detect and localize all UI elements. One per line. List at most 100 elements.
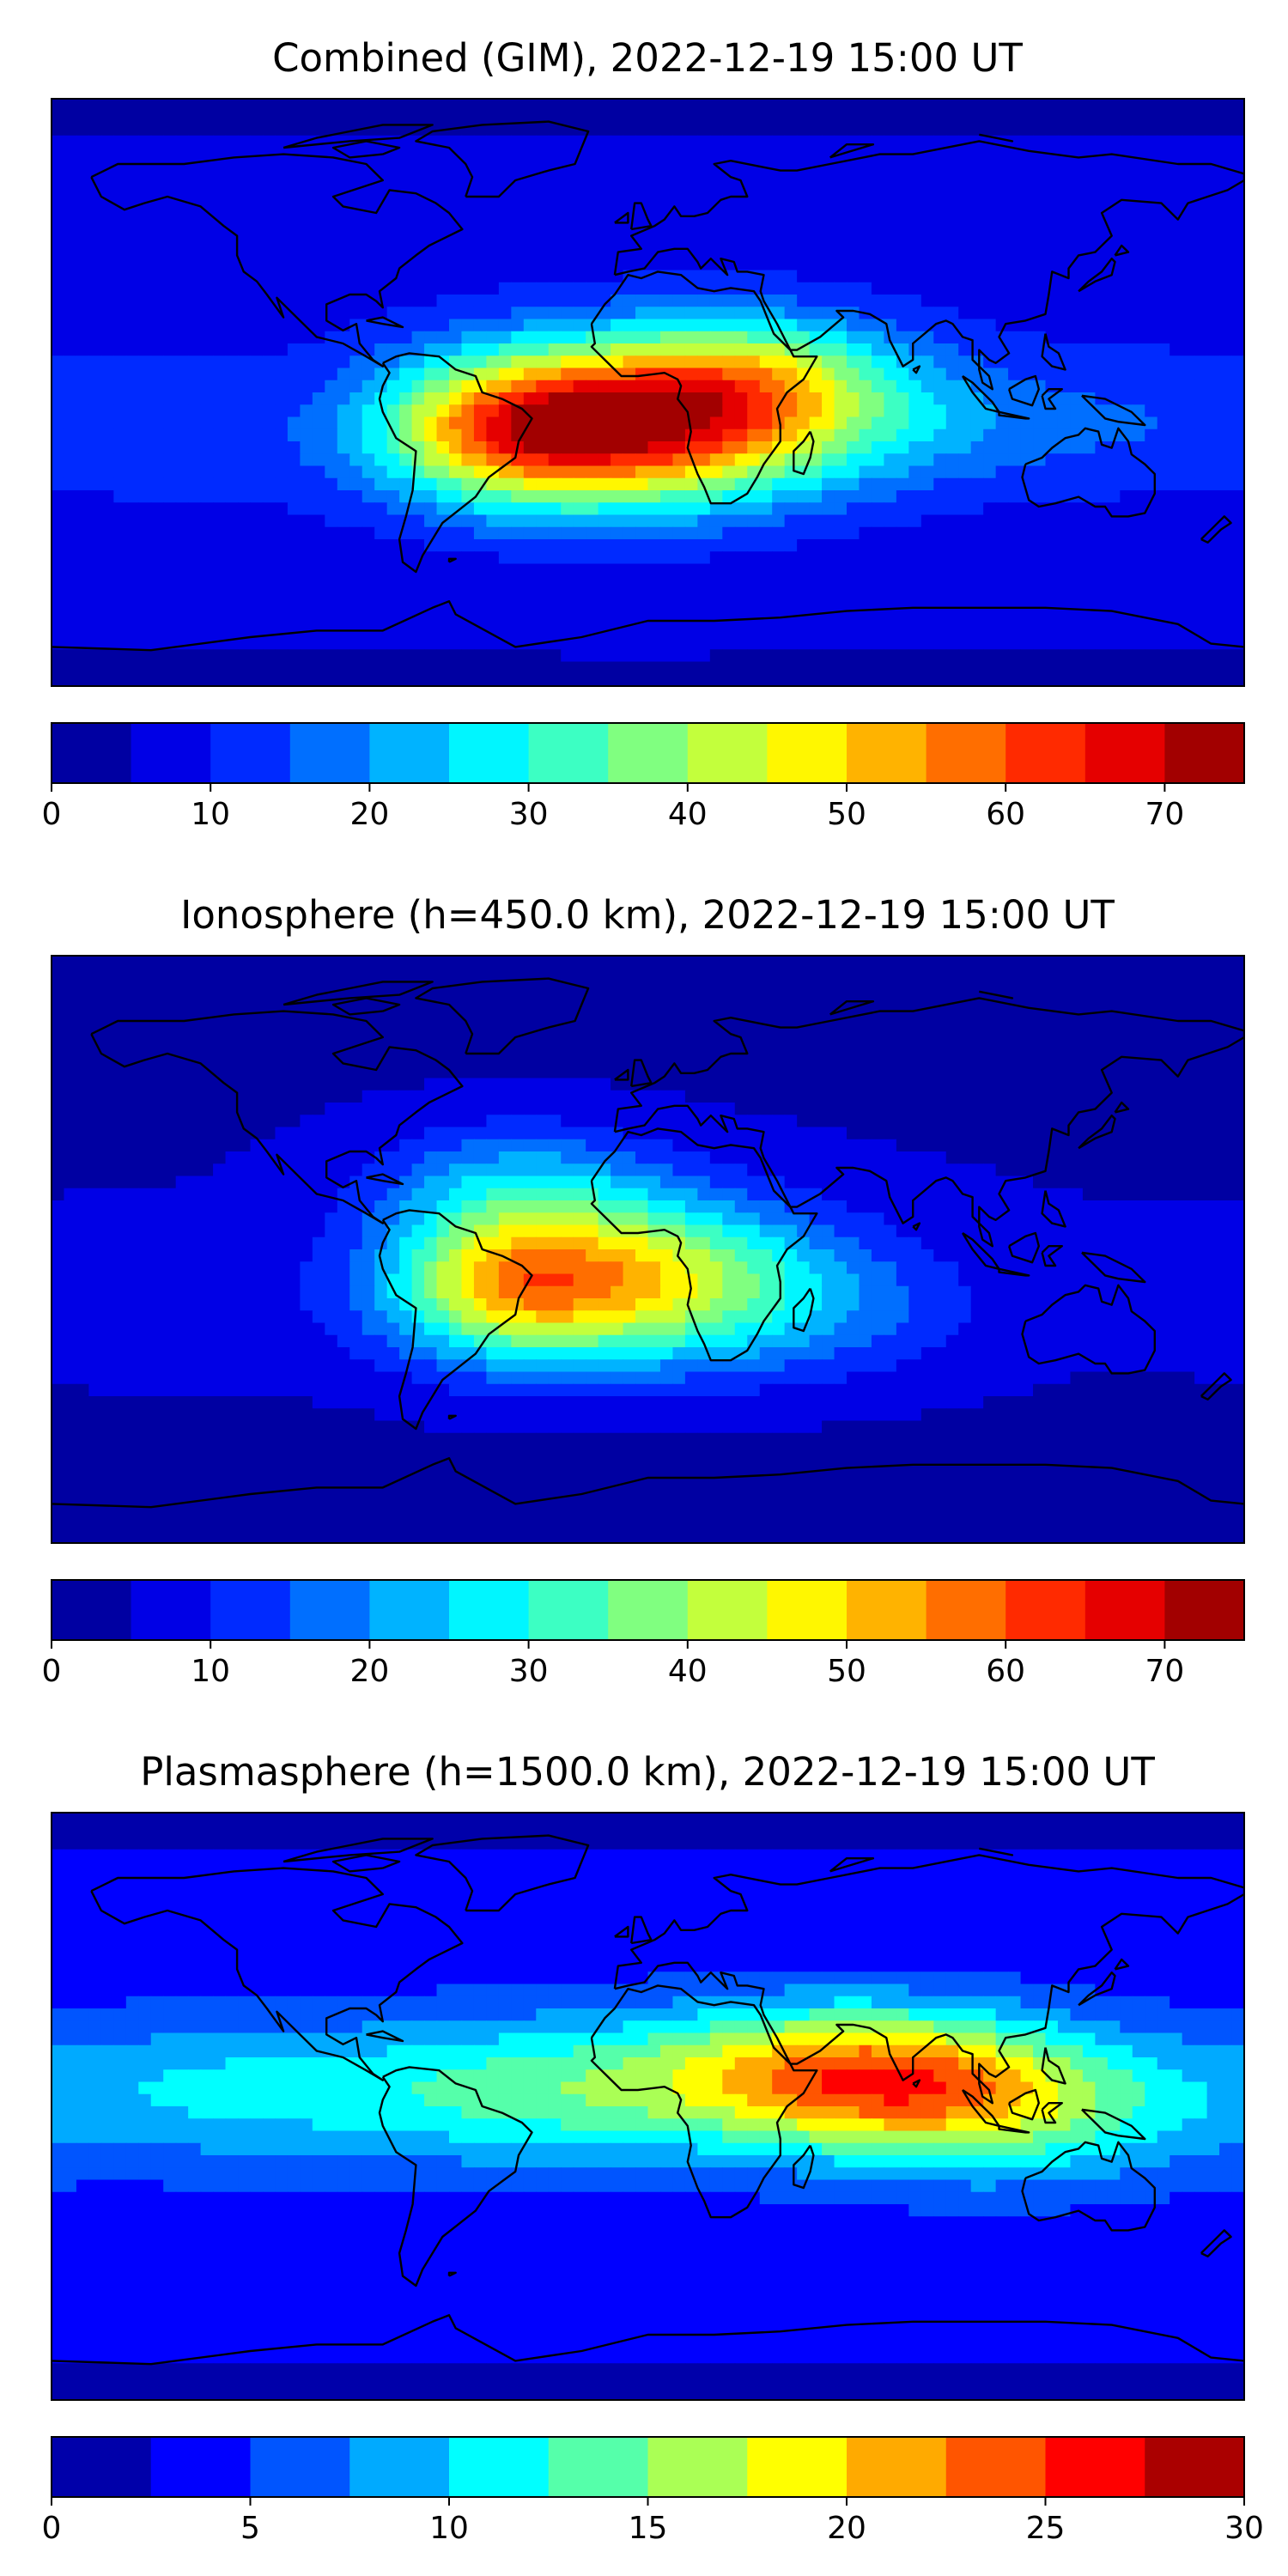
map-cell xyxy=(200,343,214,356)
map-cell xyxy=(386,465,400,479)
map-cell xyxy=(1182,673,1195,686)
map-cell xyxy=(411,258,425,271)
map-cell xyxy=(1045,258,1059,271)
map-cell xyxy=(623,246,636,258)
map-cell xyxy=(175,992,189,1005)
map-cell xyxy=(1182,441,1195,454)
map-cell xyxy=(747,355,761,369)
map-cell xyxy=(933,392,947,405)
map-cell xyxy=(598,453,611,467)
map-cell xyxy=(76,416,90,430)
map-cell xyxy=(275,968,289,981)
map-cell xyxy=(884,526,897,540)
map-cell xyxy=(88,172,102,185)
map-cell xyxy=(1231,295,1244,307)
map-cell xyxy=(1157,282,1170,295)
map-cell xyxy=(623,637,636,650)
map-cell xyxy=(623,563,636,577)
map-cell xyxy=(349,673,363,686)
map-cell xyxy=(150,282,164,295)
map-cell xyxy=(797,490,811,503)
map-cell xyxy=(822,526,835,540)
map-cell xyxy=(1107,368,1121,381)
map-cell xyxy=(1082,172,1096,185)
map-cell xyxy=(1057,600,1072,614)
map-cell xyxy=(809,624,823,638)
map-cell xyxy=(113,490,127,503)
map-cell xyxy=(920,99,934,112)
map-cell xyxy=(920,282,934,295)
map-cell xyxy=(225,380,239,393)
map-cell xyxy=(1194,968,1208,981)
map-cell xyxy=(573,416,586,430)
map-cell xyxy=(722,319,736,332)
map-cell xyxy=(1231,184,1244,197)
map-cell xyxy=(871,514,885,528)
map-cell xyxy=(659,184,674,197)
map-cell xyxy=(523,392,537,405)
map-cell xyxy=(983,649,997,663)
map-cell xyxy=(1182,233,1195,246)
coastline xyxy=(793,430,815,476)
map-cell xyxy=(1070,441,1084,454)
map-cell xyxy=(747,148,761,161)
map-cell xyxy=(859,270,872,283)
map-cell xyxy=(1231,233,1244,246)
map-cell xyxy=(473,453,488,467)
map-cell xyxy=(709,968,723,981)
map-cell xyxy=(772,637,786,650)
map-cell xyxy=(1008,526,1022,540)
map-cell xyxy=(784,355,798,369)
map-cell xyxy=(238,673,252,686)
map-cell xyxy=(461,111,475,125)
map-cell xyxy=(325,575,338,589)
map-cell xyxy=(958,453,972,467)
map-cell xyxy=(175,184,189,197)
map-cell xyxy=(88,184,102,197)
map-cell xyxy=(573,612,586,626)
map-cell xyxy=(150,465,164,479)
map-cell xyxy=(945,380,959,393)
map-cell xyxy=(933,355,947,369)
map-cell xyxy=(262,490,276,503)
map-cell xyxy=(175,307,189,320)
map-cell xyxy=(312,649,325,663)
map-cell xyxy=(1095,980,1109,993)
map-cell xyxy=(250,526,264,540)
map-cell xyxy=(797,637,811,650)
map-cell xyxy=(659,539,674,552)
map-cell xyxy=(970,563,984,577)
map-cell xyxy=(809,551,823,565)
map-cell xyxy=(884,123,897,137)
map-cell xyxy=(896,588,909,601)
map-cell xyxy=(1145,307,1158,320)
map-cell xyxy=(325,123,338,137)
map-cell xyxy=(449,111,463,125)
map-cell xyxy=(498,172,512,185)
map-cell xyxy=(561,956,574,969)
map-cell xyxy=(275,502,289,516)
map-cell xyxy=(1033,282,1047,295)
map-cell xyxy=(908,465,922,479)
map-cell xyxy=(300,661,313,675)
map-cell xyxy=(859,453,872,467)
map-cell xyxy=(238,404,252,418)
map-cell xyxy=(1057,673,1072,686)
map-cell xyxy=(611,477,624,491)
map-cell xyxy=(847,270,860,283)
map-cell xyxy=(300,123,313,137)
map-cell xyxy=(772,649,786,663)
map-cell xyxy=(784,539,798,552)
map-cell xyxy=(250,624,264,638)
map-cell xyxy=(920,661,934,675)
map-cell xyxy=(995,184,1009,197)
map-cell xyxy=(709,343,723,356)
map-cell xyxy=(200,514,214,528)
map-cell xyxy=(461,197,475,210)
map-cell xyxy=(1070,343,1084,356)
map-cell xyxy=(1194,600,1208,614)
map-cell xyxy=(325,465,338,479)
map-cell xyxy=(436,551,450,565)
map-cell xyxy=(325,184,338,197)
map-cell xyxy=(213,465,227,479)
